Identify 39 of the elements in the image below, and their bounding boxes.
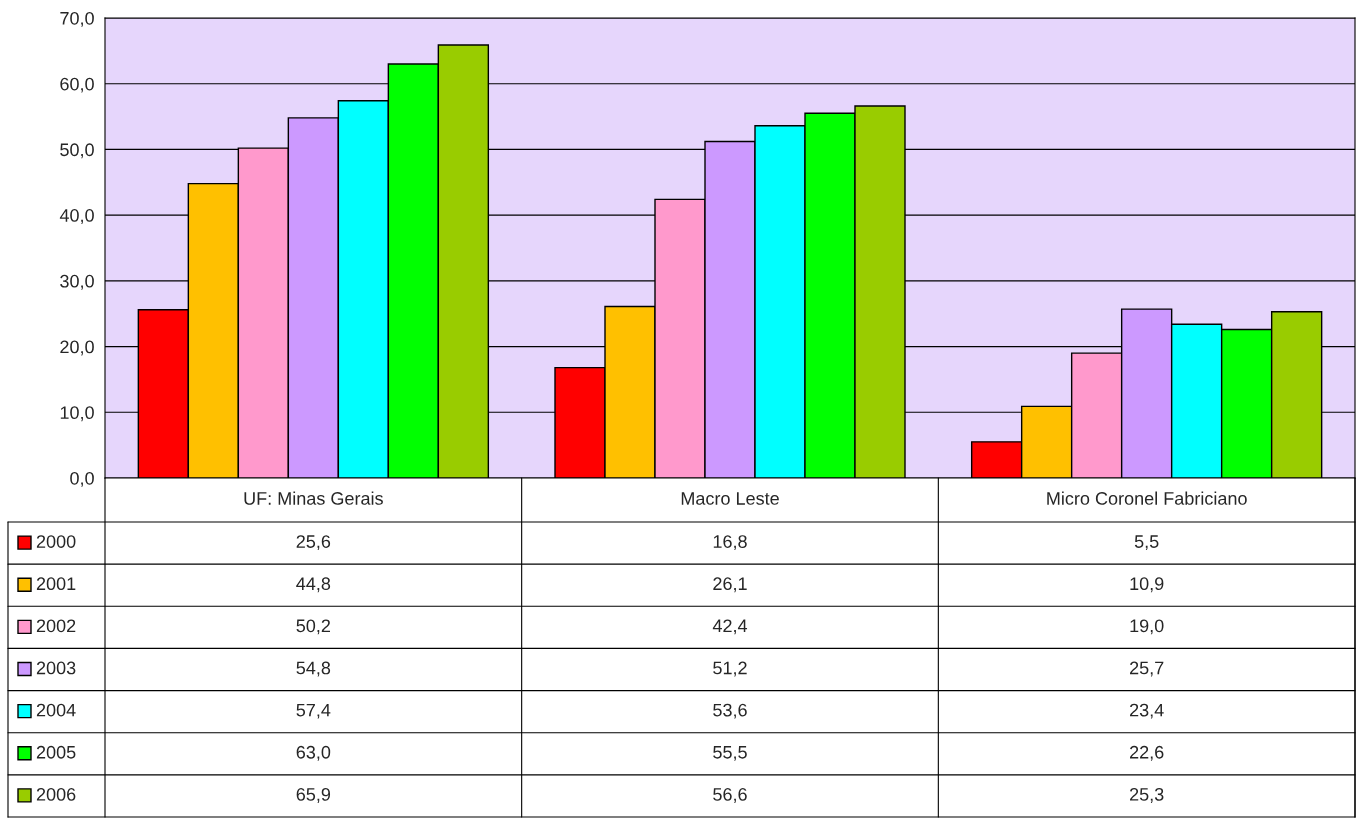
y-tick-label: 70,0 xyxy=(60,11,94,27)
y-tick-label: 60,0 xyxy=(60,77,94,93)
y-tick-label: 40,0 xyxy=(59,209,94,224)
data-label: 44,8 xyxy=(296,577,331,593)
data-label: 19,0 xyxy=(1130,619,1164,635)
legend-label: 2006 xyxy=(36,787,76,801)
x-tick-label: Micro Coronel Fabriciano xyxy=(1047,491,1247,505)
data-label: 25,6 xyxy=(296,535,331,551)
data-label: 57,4 xyxy=(296,703,331,719)
legend-label: 2000 xyxy=(36,535,76,548)
legend-label: 2005 xyxy=(36,745,76,759)
y-tick-label: 50,0 xyxy=(60,143,94,159)
y-tick-label: 10,0 xyxy=(60,406,94,422)
data-label: 26,1 xyxy=(713,577,747,593)
data-label: 23,4 xyxy=(1130,703,1164,719)
legend-label: 2003 xyxy=(36,661,76,675)
data-label: 16,8 xyxy=(713,535,747,551)
y-tick-label: 20,0 xyxy=(60,340,94,356)
data-label: 10,9 xyxy=(1130,577,1164,593)
data-label: 55,5 xyxy=(713,746,747,761)
legend-label: 2004 xyxy=(36,703,76,717)
y-tick-label: 30,0 xyxy=(60,274,94,290)
data-label: 5,5 xyxy=(1134,535,1159,551)
data-label: 22,6 xyxy=(1130,745,1164,761)
legend-label: 2001 xyxy=(36,577,76,591)
x-tick-label: UF: Minas Gerais xyxy=(244,491,383,505)
data-label: 56,6 xyxy=(713,787,747,803)
y-tick-label: 0,0 xyxy=(70,471,94,487)
data-label: 51,2 xyxy=(713,661,747,677)
data-label: 42,4 xyxy=(712,619,748,635)
data-label: 63,0 xyxy=(296,745,331,761)
data-label: 53,6 xyxy=(713,703,747,719)
legend-label: 2002 xyxy=(36,619,76,633)
data-label: 50,2 xyxy=(296,619,330,635)
data-label: 25,3 xyxy=(1130,787,1164,803)
x-tick-label: Macro Leste xyxy=(681,492,779,505)
data-label: 54,8 xyxy=(296,661,331,677)
data-label: 65,9 xyxy=(296,787,331,803)
data-label: 25,7 xyxy=(1130,661,1164,677)
